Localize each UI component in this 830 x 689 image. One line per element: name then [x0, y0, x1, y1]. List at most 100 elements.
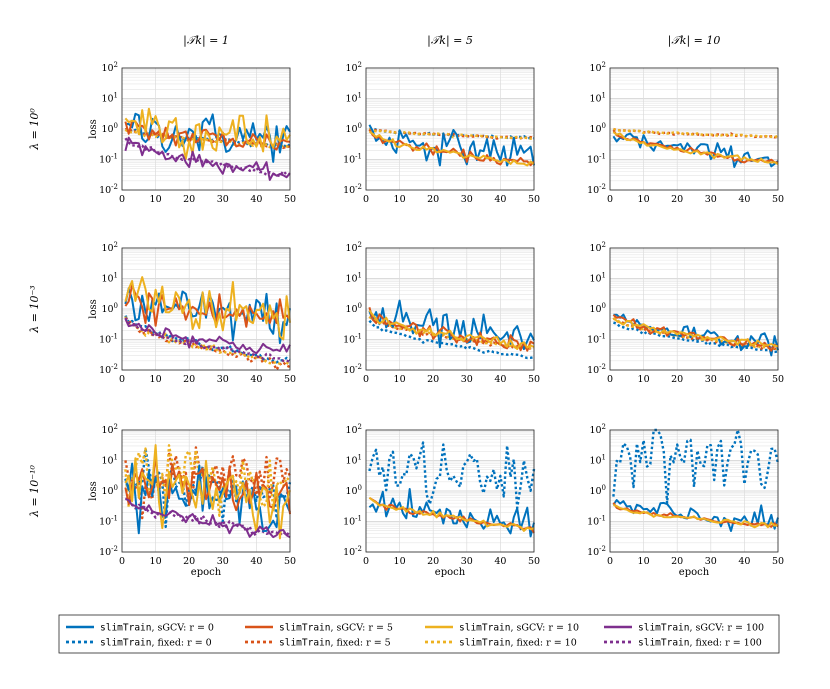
- series-line: [368, 496, 535, 532]
- legend-label: slimTrain, sGCV: r = 5: [279, 623, 393, 634]
- y-tick-label: 102: [345, 241, 362, 254]
- x-tick-label: 0: [607, 556, 613, 567]
- y-tick-label: 100: [345, 484, 362, 497]
- y-tick-label: 10-1: [99, 333, 118, 346]
- y-tick-label: 101: [345, 454, 362, 467]
- x-tick-label: 0: [119, 374, 125, 385]
- series-line: [368, 315, 534, 351]
- y-tick-label: 10-1: [343, 333, 362, 346]
- y-tick-label: 100: [101, 302, 118, 315]
- row-label: λ = 10⁻³: [28, 285, 41, 333]
- y-tick-label: 10-1: [99, 515, 118, 528]
- x-tick-label: 10: [394, 194, 406, 205]
- y-tick-label: 10-1: [587, 153, 606, 166]
- row-label: λ = 10⁻¹⁰: [28, 465, 41, 518]
- legend-label: slimTrain, sGCV: r = 0: [100, 623, 214, 634]
- legend-label: slimTrain, fixed: r = 0: [100, 638, 212, 649]
- series-line: [613, 503, 779, 529]
- axes-frame: [121, 247, 291, 371]
- x-tick-label: 10: [394, 374, 406, 385]
- legend-label: slimTrain, fixed: r = 5: [279, 638, 391, 649]
- series-line: [368, 124, 535, 167]
- series-line: [612, 129, 778, 164]
- x-tick-label: 50: [772, 194, 784, 205]
- legend-entry: slimTrain, fixed: r = 0: [66, 638, 212, 649]
- y-tick-label: 10-2: [587, 363, 606, 376]
- x-tick-label: 20: [183, 194, 195, 205]
- x-tick-label: 50: [772, 374, 784, 385]
- y-tick-label: 101: [101, 92, 118, 105]
- x-tick-label: 0: [363, 194, 369, 205]
- x-tick-label: 0: [363, 374, 369, 385]
- y-tick-label: 10-2: [343, 363, 362, 376]
- x-tick-label: 0: [119, 194, 125, 205]
- y-tick-label: 10-1: [587, 515, 606, 528]
- x-axis-label: epoch: [435, 567, 466, 578]
- x-tick-label: 30: [461, 556, 473, 567]
- x-tick-label: 30: [461, 374, 473, 385]
- x-tick-label: 10: [394, 556, 406, 567]
- axes-frame: [121, 67, 291, 191]
- x-tick-label: 20: [183, 374, 195, 385]
- x-tick-label: 20: [183, 556, 195, 567]
- axes-frame: [365, 67, 535, 191]
- y-axis-label: loss: [88, 119, 99, 138]
- legend-entry: slimTrain, fixed: r = 100: [604, 638, 762, 649]
- series-line: [613, 321, 779, 354]
- y-tick-label: 100: [589, 484, 606, 497]
- x-tick-label: 10: [150, 556, 162, 567]
- legend-entry: slimTrain, sGCV: r = 100: [604, 623, 764, 634]
- x-axis-label: epoch: [679, 567, 710, 578]
- y-tick-label: 101: [345, 272, 362, 285]
- y-axis-label: loss: [88, 481, 99, 500]
- axes-frame: [365, 247, 535, 371]
- series-line: [368, 309, 535, 350]
- x-axis-label: epoch: [191, 567, 222, 578]
- y-tick-label: 101: [589, 92, 606, 105]
- series-line: [125, 498, 291, 539]
- y-tick-label: 10-1: [343, 515, 362, 528]
- y-tick-label: 102: [101, 423, 118, 436]
- y-tick-label: 102: [589, 61, 606, 74]
- x-tick-label: 50: [284, 374, 296, 385]
- y-tick-label: 10-2: [587, 545, 606, 558]
- x-tick-label: 30: [461, 194, 473, 205]
- x-tick-label: 30: [217, 194, 229, 205]
- axes-frame: [121, 429, 291, 553]
- series-line: [124, 107, 291, 160]
- x-tick-label: 20: [671, 556, 683, 567]
- x-tick-label: 40: [250, 556, 262, 567]
- series-line: [368, 299, 535, 351]
- legend-entry: slimTrain, sGCV: r = 10: [425, 623, 579, 634]
- series-line: [368, 130, 535, 167]
- legend-entry: slimTrain, sGCV: r = 0: [66, 623, 214, 634]
- axes-frame: [609, 67, 779, 191]
- x-tick-label: 0: [607, 374, 613, 385]
- legend-box: [58, 614, 780, 654]
- y-tick-label: 10-1: [587, 333, 606, 346]
- x-tick-label: 40: [738, 374, 750, 385]
- x-tick-label: 20: [427, 556, 439, 567]
- y-tick-label: 102: [101, 61, 118, 74]
- y-tick-label: 10-2: [99, 363, 118, 376]
- y-tick-label: 102: [589, 241, 606, 254]
- x-tick-label: 40: [738, 556, 750, 567]
- axes-frame: [609, 429, 779, 553]
- x-tick-label: 10: [638, 194, 650, 205]
- y-tick-label: 101: [345, 92, 362, 105]
- x-tick-label: 0: [363, 556, 369, 567]
- x-tick-label: 0: [119, 556, 125, 567]
- series-line: [124, 315, 291, 364]
- x-tick-label: 30: [705, 556, 717, 567]
- column-title: |𝒯k| = 10: [668, 34, 721, 48]
- series-line: [124, 318, 291, 355]
- axes-frame: [609, 247, 779, 371]
- y-tick-label: 100: [345, 302, 362, 315]
- x-tick-label: 30: [705, 194, 717, 205]
- x-tick-label: 50: [772, 556, 784, 567]
- y-tick-label: 100: [589, 122, 606, 135]
